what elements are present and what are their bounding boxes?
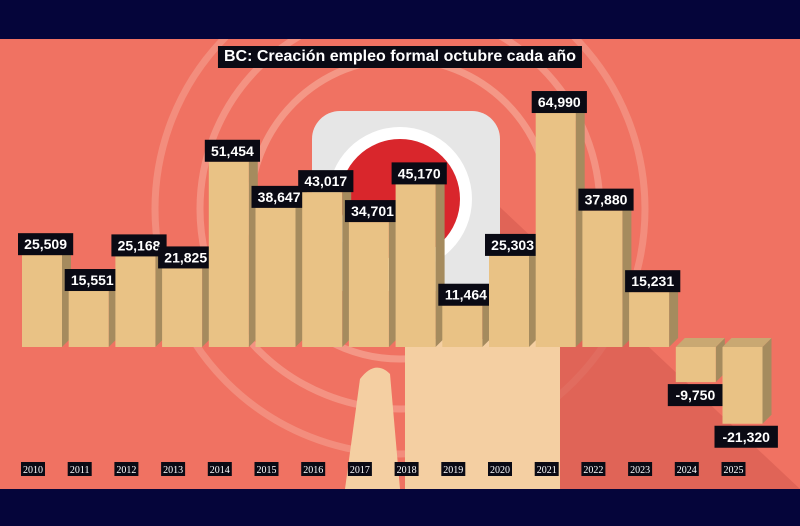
bar bbox=[22, 255, 62, 347]
x-tick-bg bbox=[674, 462, 699, 476]
x-tick-bg bbox=[114, 462, 139, 476]
value-label: 25,303 bbox=[491, 237, 534, 253]
value-label-bg bbox=[391, 162, 447, 185]
x-tick-label: 2013 bbox=[163, 465, 183, 476]
x-tick-label: 2022 bbox=[583, 465, 603, 476]
x-tick-bg bbox=[301, 462, 326, 476]
top-frame-band bbox=[0, 0, 800, 39]
x-tick-bg bbox=[254, 462, 279, 476]
bar bbox=[395, 184, 436, 347]
x-tick-bg bbox=[347, 462, 372, 476]
x-tick-label: 2012 bbox=[116, 465, 136, 476]
chart-area: 25,509 2010 15,551 2011 25,168 2012 21,825 2013… bbox=[0, 39, 800, 489]
bar bbox=[675, 347, 716, 383]
x-tick-bg bbox=[441, 462, 466, 476]
x-tick-bg bbox=[394, 462, 419, 476]
value-label-bg bbox=[344, 200, 401, 223]
bar bbox=[629, 292, 670, 347]
bottom-frame-band bbox=[0, 489, 800, 526]
value-label: 15,551 bbox=[71, 272, 114, 288]
value-label-bg bbox=[578, 188, 634, 211]
x-tick-label: 2015 bbox=[257, 465, 277, 476]
value-label-bg bbox=[625, 270, 681, 293]
value-label: 38,647 bbox=[258, 189, 301, 205]
value-label: -21,320 bbox=[722, 429, 770, 445]
x-tick-label: 2011 bbox=[70, 465, 90, 476]
x-tick-bg bbox=[534, 462, 559, 476]
value-label: 15,231 bbox=[631, 273, 674, 289]
x-tick-bg bbox=[161, 462, 186, 476]
x-tick-bg bbox=[581, 462, 606, 476]
value-label-bg bbox=[667, 384, 723, 407]
x-tick-bg bbox=[21, 462, 45, 476]
x-tick-label: 2017 bbox=[350, 465, 370, 476]
bar-top bbox=[722, 338, 772, 347]
bar-chart: 25,509 2010 15,551 2011 25,168 2012 21,825 2013… bbox=[18, 39, 800, 489]
x-tick-label: 2023 bbox=[630, 465, 650, 476]
bar bbox=[255, 207, 296, 347]
value-label: 21,825 bbox=[164, 249, 207, 265]
bar bbox=[208, 161, 249, 347]
bar-side bbox=[762, 338, 772, 424]
value-label: 34,701 bbox=[351, 203, 394, 219]
bar bbox=[162, 268, 203, 347]
x-tick-bg bbox=[628, 462, 653, 476]
bar bbox=[115, 256, 156, 347]
x-tick-label: 2014 bbox=[210, 465, 230, 476]
bar-top bbox=[675, 338, 725, 347]
value-label: 25,168 bbox=[118, 237, 161, 253]
bar bbox=[535, 113, 576, 347]
value-label: 64,990 bbox=[538, 94, 581, 110]
value-label: -9,750 bbox=[676, 387, 716, 403]
value-label-bg bbox=[298, 170, 354, 193]
x-tick-label: 2019 bbox=[443, 465, 463, 476]
value-label-bg bbox=[18, 233, 74, 256]
value-label: 51,454 bbox=[211, 143, 254, 159]
value-label-bg bbox=[531, 91, 587, 114]
value-label-bg bbox=[714, 425, 778, 448]
x-tick-label: 2016 bbox=[303, 465, 323, 476]
x-tick-label: 2021 bbox=[537, 465, 557, 476]
bar bbox=[68, 291, 109, 347]
value-label: 45,170 bbox=[398, 165, 441, 181]
value-label: 37,880 bbox=[585, 192, 628, 208]
value-label-bg bbox=[485, 233, 541, 256]
value-label: 43,017 bbox=[304, 173, 347, 189]
bar bbox=[302, 192, 343, 347]
x-tick-bg bbox=[488, 462, 512, 476]
bar bbox=[348, 222, 389, 347]
value-label-bg bbox=[204, 139, 260, 162]
value-label-bg bbox=[111, 234, 167, 257]
value-label-bg bbox=[64, 269, 120, 292]
x-tick-bg bbox=[721, 462, 746, 476]
x-tick-label: 2010 bbox=[23, 465, 43, 476]
value-label: 25,509 bbox=[24, 236, 67, 252]
value-label-bg bbox=[251, 185, 307, 208]
chart-title: BC: Creación empleo formal octubre cada … bbox=[217, 46, 583, 68]
bar bbox=[442, 305, 483, 347]
x-tick-label: 2018 bbox=[397, 465, 417, 476]
x-tick-label: 2020 bbox=[490, 465, 510, 476]
x-tick-bg bbox=[67, 462, 92, 476]
x-tick-label: 2025 bbox=[724, 465, 744, 476]
background-decoration bbox=[151, 39, 800, 489]
x-tick-label: 2024 bbox=[677, 465, 697, 476]
bar bbox=[489, 255, 529, 347]
value-label-bg bbox=[158, 246, 214, 269]
bar bbox=[722, 347, 763, 424]
value-label-bg bbox=[438, 283, 494, 306]
bar bbox=[582, 210, 623, 347]
bar-side bbox=[669, 283, 679, 347]
value-label: 11,464 bbox=[445, 287, 487, 303]
x-tick-bg bbox=[207, 462, 232, 476]
